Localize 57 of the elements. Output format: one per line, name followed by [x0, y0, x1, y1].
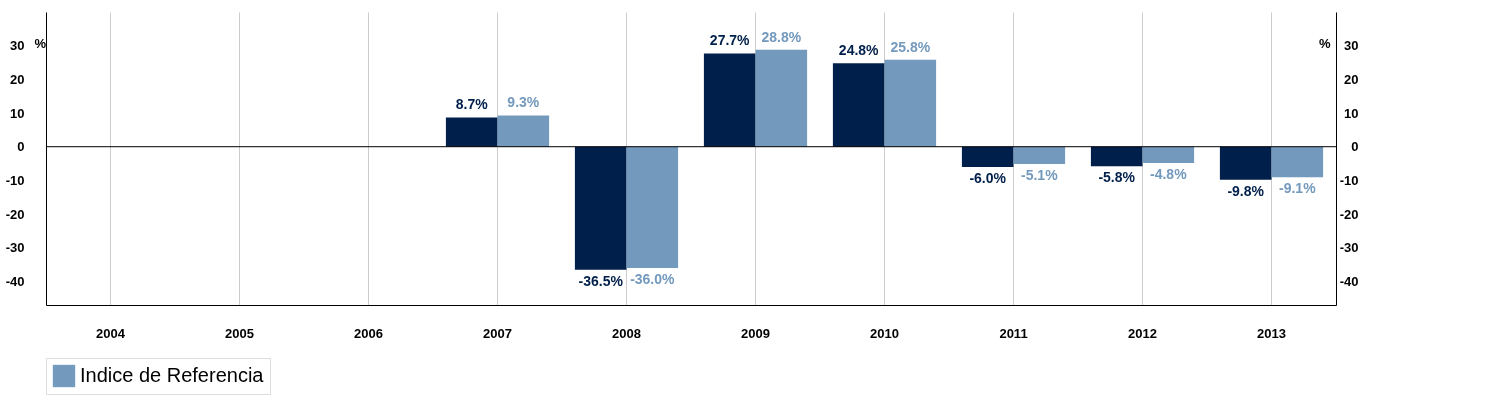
bar	[832, 63, 885, 147]
bar	[703, 53, 756, 147]
data-label: -6.0%	[969, 169, 1007, 186]
bar	[445, 117, 498, 147]
data-label: -4.8%	[1150, 165, 1188, 182]
x-tick-label: 2008	[612, 325, 641, 341]
y2-tick-label: 20	[1344, 71, 1359, 87]
data-label: -5.8%	[1098, 169, 1136, 186]
bar	[626, 146, 679, 268]
bar	[1219, 146, 1272, 180]
y-tick-label: 10	[10, 105, 25, 121]
y2-tick-label: 10	[1344, 105, 1359, 121]
bar	[884, 59, 937, 147]
y2-tick-label: -40	[1339, 273, 1359, 289]
x-tick-label: 2013	[1257, 325, 1286, 341]
y-tick-label: -40	[5, 273, 25, 289]
data-label: 27.7%	[709, 32, 751, 49]
y-tick-label: -30	[5, 240, 25, 256]
x-tick-label: 2012	[1128, 325, 1157, 341]
y2-tick-label: 30	[1344, 38, 1359, 54]
y-tick-label: -20	[5, 206, 25, 222]
bar	[961, 146, 1014, 167]
data-label: 9.3%	[507, 94, 540, 111]
y2-tick-label: -10	[1339, 172, 1359, 188]
bar	[574, 146, 627, 270]
x-tick-label: 2005	[225, 325, 254, 341]
data-label: -36.5%	[578, 272, 624, 289]
y-axis-title: %	[34, 35, 47, 51]
y-tick-label: 20	[10, 71, 25, 87]
x-tick-label: 2007	[483, 325, 512, 341]
y-tick-label: 30	[10, 38, 25, 54]
data-label: -36.0%	[630, 270, 676, 287]
x-tick-label: 2010	[870, 325, 899, 341]
y-tick-label: -10	[5, 172, 25, 188]
data-label: -5.1%	[1021, 166, 1059, 183]
x-tick-label: 2011	[999, 325, 1028, 341]
data-label: 28.8%	[761, 28, 802, 45]
bar	[1271, 146, 1324, 178]
y2-tick-label: -20	[1339, 206, 1359, 222]
bar	[1142, 146, 1195, 163]
x-tick-label: 2009	[741, 325, 770, 341]
data-label: 24.8%	[838, 42, 880, 59]
y2-axis-title: %	[1318, 35, 1331, 51]
x-tick-label: 2006	[354, 325, 383, 341]
bar	[755, 49, 808, 147]
y-tick-label: 0	[17, 139, 25, 155]
legend-label: Indice de Referencia	[80, 364, 265, 386]
data-label: -9.8%	[1227, 182, 1265, 199]
data-label: 25.8%	[890, 38, 931, 55]
x-tick-label: 2004	[96, 325, 126, 341]
bar	[497, 115, 550, 147]
y2-tick-label: 0	[1351, 139, 1359, 155]
y2-tick-label: -30	[1339, 240, 1359, 256]
bar	[1090, 146, 1143, 167]
data-label: 8.7%	[455, 96, 489, 113]
bar	[1013, 146, 1066, 164]
data-label: -9.1%	[1279, 180, 1317, 197]
